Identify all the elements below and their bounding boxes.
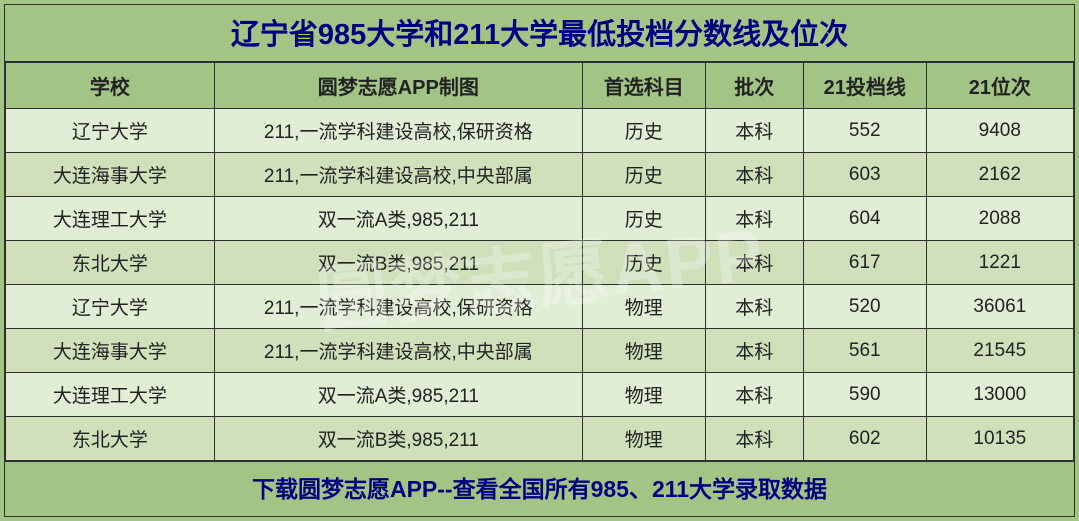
table-row: 辽宁大学211,一流学科建设高校,保研资格历史本科5529408 [6, 109, 1074, 153]
table-cell: 历史 [582, 153, 705, 197]
table-cell: 552 [803, 109, 926, 153]
table-row: 辽宁大学211,一流学科建设高校,保研资格物理本科52036061 [6, 285, 1074, 329]
table-cell: 9408 [926, 109, 1073, 153]
table-cell: 双一流A类,985,211 [214, 197, 582, 241]
table-cell: 本科 [705, 109, 803, 153]
table-cell: 211,一流学科建设高校,保研资格 [214, 109, 582, 153]
table-cell: 本科 [705, 417, 803, 461]
table-cell: 13000 [926, 373, 1073, 417]
score-table: 学校 圆梦志愿APP制图 首选科目 批次 21投档线 21位次 辽宁大学211,… [5, 62, 1074, 461]
table-cell: 双一流A类,985,211 [214, 373, 582, 417]
table-cell: 本科 [705, 373, 803, 417]
table-header-row: 学校 圆梦志愿APP制图 首选科目 批次 21投档线 21位次 [6, 63, 1074, 109]
table-cell: 大连理工大学 [6, 373, 215, 417]
table-cell: 1221 [926, 241, 1073, 285]
table-cell: 物理 [582, 373, 705, 417]
table-cell: 本科 [705, 241, 803, 285]
col-header-batch: 批次 [705, 63, 803, 109]
table-cell: 本科 [705, 197, 803, 241]
table-cell: 双一流B类,985,211 [214, 417, 582, 461]
table-row: 东北大学双一流B类,985,211物理本科60210135 [6, 417, 1074, 461]
table-row: 大连理工大学双一流A类,985,211物理本科59013000 [6, 373, 1074, 417]
table-cell: 历史 [582, 197, 705, 241]
table-cell: 211,一流学科建设高校,中央部属 [214, 153, 582, 197]
table-cell: 603 [803, 153, 926, 197]
table-row: 大连海事大学211,一流学科建设高校,中央部属历史本科6032162 [6, 153, 1074, 197]
table-cell: 物理 [582, 417, 705, 461]
table-cell: 辽宁大学 [6, 285, 215, 329]
table-cell: 大连海事大学 [6, 329, 215, 373]
table-cell: 物理 [582, 329, 705, 373]
table-cell: 大连海事大学 [6, 153, 215, 197]
table-row: 大连理工大学双一流A类,985,211历史本科6042088 [6, 197, 1074, 241]
table-cell: 辽宁大学 [6, 109, 215, 153]
table-cell: 617 [803, 241, 926, 285]
footer-text: 下载圆梦志愿APP--查看全国所有985、211大学录取数据 [5, 461, 1074, 512]
table-cell: 21545 [926, 329, 1073, 373]
table-cell: 590 [803, 373, 926, 417]
page-title: 辽宁省985大学和211大学最低投档分数线及位次 [5, 5, 1074, 62]
table-cell: 本科 [705, 153, 803, 197]
table-cell: 2088 [926, 197, 1073, 241]
table-container: 辽宁省985大学和211大学最低投档分数线及位次 学校 圆梦志愿APP制图 首选… [4, 4, 1075, 517]
table-cell: 604 [803, 197, 926, 241]
table-cell: 211,一流学科建设高校,中央部属 [214, 329, 582, 373]
table-cell: 物理 [582, 285, 705, 329]
table-cell: 历史 [582, 109, 705, 153]
table-cell: 561 [803, 329, 926, 373]
table-cell: 本科 [705, 329, 803, 373]
table-cell: 双一流B类,985,211 [214, 241, 582, 285]
table-cell: 602 [803, 417, 926, 461]
col-header-rank: 21位次 [926, 63, 1073, 109]
table-row: 东北大学双一流B类,985,211历史本科6171221 [6, 241, 1074, 285]
col-header-school: 学校 [6, 63, 215, 109]
table-cell: 211,一流学科建设高校,保研资格 [214, 285, 582, 329]
table-cell: 520 [803, 285, 926, 329]
table-cell: 大连理工大学 [6, 197, 215, 241]
col-header-tags: 圆梦志愿APP制图 [214, 63, 582, 109]
table-cell: 36061 [926, 285, 1073, 329]
table-cell: 历史 [582, 241, 705, 285]
table-cell: 2162 [926, 153, 1073, 197]
table-cell: 东北大学 [6, 241, 215, 285]
table-cell: 东北大学 [6, 417, 215, 461]
table-cell: 本科 [705, 285, 803, 329]
table-cell: 10135 [926, 417, 1073, 461]
table-row: 大连海事大学211,一流学科建设高校,中央部属物理本科56121545 [6, 329, 1074, 373]
col-header-score: 21投档线 [803, 63, 926, 109]
col-header-subject: 首选科目 [582, 63, 705, 109]
